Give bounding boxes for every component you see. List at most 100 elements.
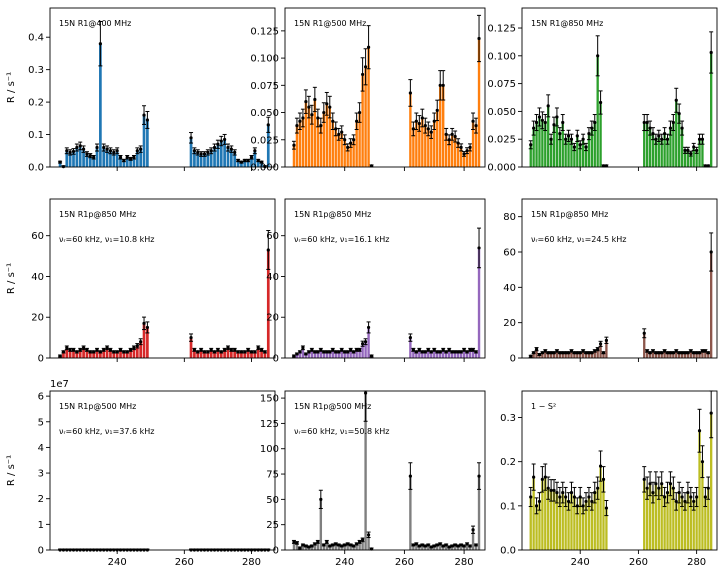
bar (256, 347, 260, 358)
data-point (435, 350, 439, 354)
bar (230, 149, 233, 167)
y-tick-label: 0 (510, 354, 516, 365)
data-point (328, 350, 332, 354)
bar (651, 350, 655, 358)
bar (453, 136, 457, 167)
bar (325, 103, 328, 167)
bar (307, 107, 311, 167)
bar (88, 351, 92, 358)
bar (663, 133, 666, 167)
bar (129, 349, 132, 358)
data-point (346, 350, 350, 354)
bar (710, 252, 713, 358)
data-point (598, 342, 603, 346)
bar (246, 160, 250, 167)
data-point (212, 350, 217, 354)
data-point (420, 543, 424, 547)
data-point (340, 348, 344, 352)
bar (663, 497, 666, 550)
bar (313, 351, 317, 358)
bar (421, 351, 424, 358)
data-point (587, 495, 591, 499)
y-tick-label: 40 (31, 272, 44, 283)
data-point (674, 349, 678, 353)
data-point (313, 542, 317, 546)
bar (346, 543, 349, 550)
data-point (233, 348, 237, 352)
y-tick-label: 6 (38, 392, 44, 403)
bar (358, 349, 361, 358)
data-point (411, 348, 415, 352)
bar (319, 125, 323, 167)
data-point (85, 348, 89, 352)
bar (226, 347, 230, 358)
data-point (304, 544, 308, 548)
bar (310, 349, 314, 358)
data-point (310, 113, 314, 117)
data-point (61, 350, 66, 354)
data-point (363, 340, 368, 344)
bar (304, 353, 308, 358)
bar (474, 125, 478, 167)
y-axis-label: R / s⁻¹ (6, 263, 17, 294)
data-point (529, 495, 533, 499)
x-tick-label: 280 (687, 557, 706, 568)
data-point (81, 147, 86, 151)
bar (102, 147, 106, 167)
panel-2: 0.000 0.025 0.050 0.075 0.100 0.125 15N R1@500… (250, 7, 486, 174)
data-point (346, 542, 350, 546)
bar (439, 543, 442, 550)
data-point (709, 411, 713, 415)
x-tick-label: 280 (455, 557, 474, 568)
bar (558, 352, 561, 358)
data-point (453, 543, 457, 547)
bar (337, 351, 340, 358)
panel-title: 15N R1p@500 MHz (59, 402, 136, 411)
bar (260, 162, 263, 167)
bar (213, 147, 216, 167)
bar (355, 543, 358, 550)
data-point (102, 145, 106, 150)
bar (692, 146, 695, 167)
data-point (298, 350, 302, 354)
bar (95, 349, 99, 358)
bar (471, 121, 475, 167)
data-point (456, 141, 460, 145)
y-tick-label: 0.3 (500, 413, 516, 424)
y-tick-label: 0.025 (487, 135, 516, 146)
bar (334, 351, 337, 358)
bar (547, 105, 550, 167)
data-point (680, 351, 684, 355)
data-point (301, 346, 305, 350)
data-point (58, 354, 62, 358)
data-point (465, 350, 469, 354)
bar (433, 349, 436, 358)
y-tick-label: 0.075 (487, 79, 516, 90)
bar (352, 139, 355, 167)
bar (645, 488, 649, 550)
bar (584, 146, 588, 167)
bar (328, 351, 331, 358)
data-point (584, 351, 588, 355)
data-point (441, 348, 445, 352)
y-tick-label: 0.050 (487, 107, 516, 118)
bar (196, 351, 200, 358)
bar (645, 350, 649, 358)
y-tick-label: 0.000 (487, 163, 516, 174)
data-point (444, 132, 448, 136)
data-point (118, 348, 123, 352)
bar (355, 349, 358, 358)
bar (678, 352, 681, 358)
bar (319, 349, 323, 358)
data-point (229, 147, 233, 151)
panel-5: 0 20 40 60 15N R1p@850 MHz νᵣ=60 kHz, ν₁=16.1… (266, 198, 486, 365)
bar (349, 544, 352, 550)
data-point (546, 104, 550, 108)
data-point (246, 348, 250, 352)
data-point (642, 477, 646, 481)
y-axis-label: R / s⁻¹ (6, 72, 17, 103)
data-point (196, 350, 200, 354)
panel-subtitle: νᵣ=60 kHz, ν₁=37.6 kHz (59, 427, 154, 436)
bar (146, 327, 149, 358)
data-point (414, 350, 418, 354)
